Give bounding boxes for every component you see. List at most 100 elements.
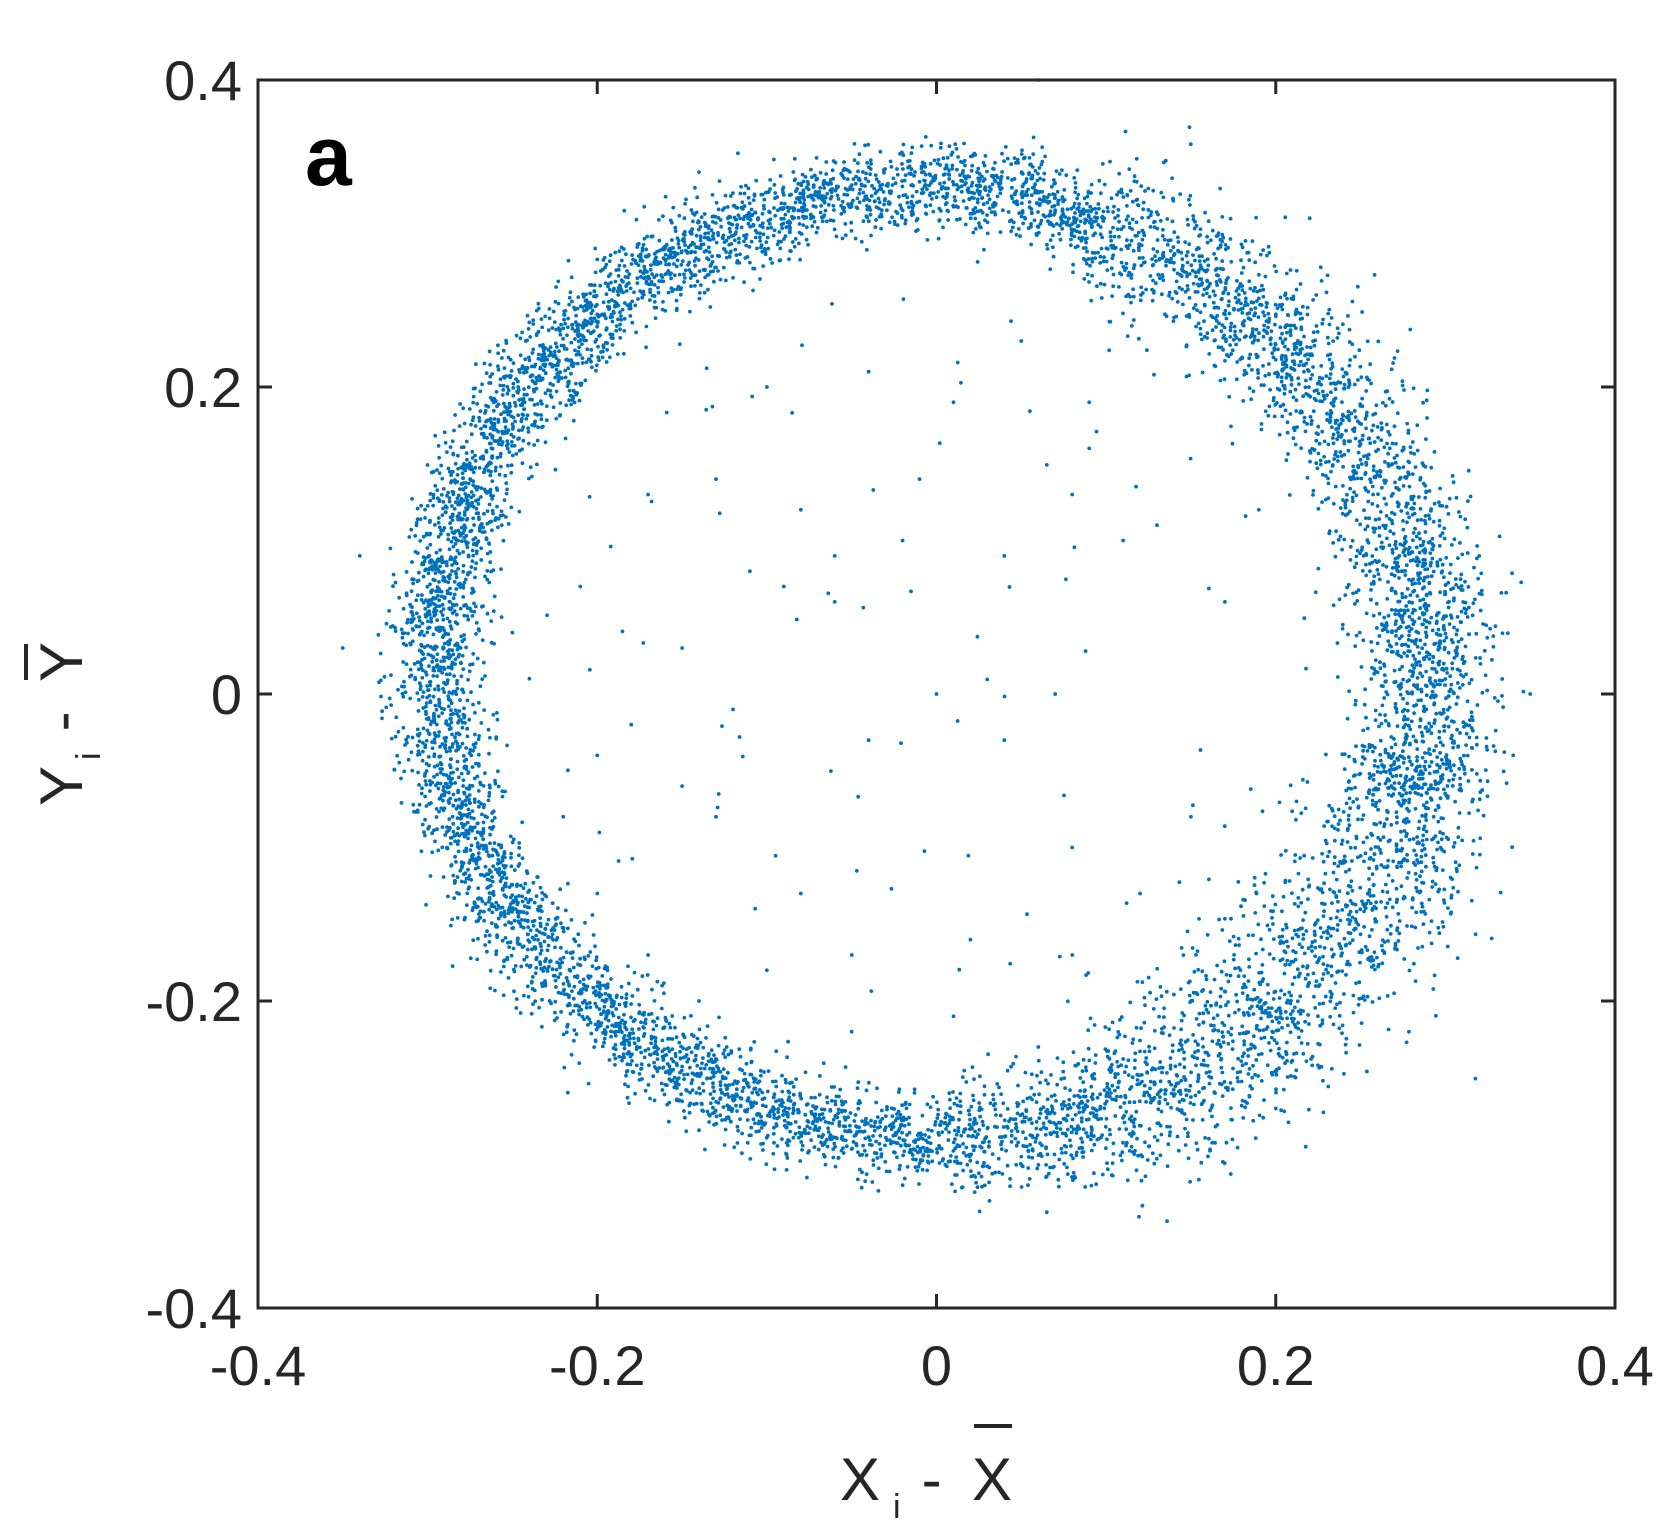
scatter-point bbox=[1155, 238, 1160, 242]
scatter-point bbox=[1375, 769, 1380, 774]
scatter-point bbox=[925, 1102, 930, 1107]
scatter-point bbox=[925, 238, 930, 242]
scatter-point bbox=[872, 1124, 877, 1129]
scatter-point bbox=[1358, 907, 1363, 912]
scatter-point bbox=[1113, 1114, 1118, 1118]
scatter-point bbox=[594, 958, 598, 963]
scatter-point bbox=[1146, 975, 1151, 980]
scatter-point bbox=[573, 337, 577, 341]
scatter-point bbox=[1254, 951, 1258, 956]
scatter-point bbox=[455, 678, 459, 683]
scatter-point bbox=[546, 328, 551, 333]
scatter-point bbox=[1331, 501, 1336, 506]
scatter-point bbox=[872, 199, 877, 204]
scatter-point bbox=[1413, 641, 1418, 646]
scatter-point bbox=[1259, 1016, 1263, 1021]
scatter-point bbox=[454, 692, 459, 697]
scatter-point bbox=[456, 775, 461, 780]
scatter-point bbox=[1261, 334, 1266, 339]
scatter-point bbox=[1170, 1043, 1175, 1047]
scatter-point bbox=[1330, 808, 1335, 813]
scatter-point bbox=[782, 201, 787, 206]
scatter-point bbox=[1343, 943, 1348, 948]
scatter-point bbox=[821, 1061, 826, 1066]
scatter-point bbox=[450, 732, 454, 737]
scatter-point bbox=[1466, 779, 1471, 783]
scatter-point bbox=[1255, 1004, 1260, 1009]
scatter-point bbox=[722, 1143, 727, 1147]
scatter-point bbox=[1384, 621, 1389, 625]
scatter-point bbox=[569, 275, 574, 280]
scatter-point bbox=[429, 616, 433, 621]
scatter-point bbox=[452, 561, 457, 565]
scatter-point bbox=[571, 388, 576, 393]
scatter-point bbox=[931, 209, 936, 214]
scatter-point bbox=[1027, 156, 1032, 160]
scatter-point bbox=[1228, 973, 1233, 978]
scatter-point bbox=[529, 1011, 534, 1016]
scatter-point bbox=[1317, 1002, 1322, 1006]
scatter-point bbox=[1042, 171, 1047, 176]
scatter-point bbox=[449, 539, 454, 544]
scatter-point bbox=[470, 456, 475, 460]
scatter-point bbox=[617, 249, 622, 254]
scatter-point bbox=[1184, 1093, 1189, 1098]
scatter-point bbox=[1360, 545, 1365, 550]
scatter-point bbox=[955, 217, 959, 222]
scatter-point bbox=[466, 771, 470, 775]
scatter-point bbox=[1218, 186, 1222, 191]
scatter-point bbox=[553, 299, 558, 304]
scatter-point bbox=[1233, 333, 1237, 338]
scatter-point bbox=[471, 905, 476, 910]
scatter-point bbox=[1410, 472, 1415, 476]
scatter-point bbox=[796, 215, 801, 220]
scatter-point bbox=[431, 496, 436, 500]
scatter-point bbox=[955, 1103, 960, 1108]
scatter-point bbox=[570, 956, 575, 960]
scatter-point bbox=[970, 154, 975, 159]
scatter-point bbox=[487, 907, 492, 912]
scatter-point bbox=[431, 674, 436, 678]
scatter-point bbox=[716, 269, 720, 273]
scatter-point bbox=[453, 657, 458, 662]
scatter-point bbox=[506, 522, 511, 526]
scatter-point bbox=[1379, 421, 1384, 425]
scatter-point bbox=[903, 173, 908, 178]
scatter-point bbox=[1353, 436, 1358, 441]
scatter-point bbox=[1427, 771, 1432, 776]
scatter-point bbox=[1377, 534, 1382, 538]
scatter-point bbox=[936, 190, 941, 194]
scatter-point bbox=[1374, 900, 1378, 905]
scatter-point bbox=[1394, 810, 1399, 815]
scatter-point bbox=[1429, 509, 1433, 513]
scatter-point bbox=[428, 542, 433, 547]
scatter-point bbox=[692, 1102, 696, 1107]
scatter-point bbox=[1270, 351, 1275, 356]
scatter-point bbox=[473, 453, 477, 458]
scatter-point bbox=[1131, 248, 1136, 253]
scatter-point bbox=[448, 923, 453, 928]
scatter-point bbox=[977, 1128, 982, 1132]
scatter-point bbox=[1025, 193, 1030, 198]
scatter-point bbox=[867, 1080, 871, 1085]
scatter-point bbox=[1170, 219, 1175, 224]
scatter-point bbox=[1458, 514, 1463, 519]
scatter-point bbox=[453, 555, 458, 560]
scatter-point bbox=[1014, 1162, 1019, 1167]
scatter-point bbox=[982, 1183, 987, 1188]
scatter-point bbox=[1040, 159, 1045, 164]
scatter-point bbox=[1392, 762, 1396, 767]
scatter-point bbox=[440, 845, 445, 850]
scatter-point bbox=[1014, 232, 1019, 237]
scatter-point bbox=[1335, 1002, 1339, 1007]
scatter-point bbox=[1287, 493, 1292, 497]
scatter-point bbox=[1429, 615, 1434, 620]
scatter-point bbox=[634, 330, 638, 335]
scatter-point bbox=[595, 324, 599, 329]
scatter-point bbox=[1363, 687, 1367, 692]
scatter-point bbox=[1250, 1075, 1255, 1080]
scatter-point bbox=[710, 193, 715, 197]
scatter-point bbox=[1210, 328, 1215, 333]
scatter-point bbox=[1374, 822, 1379, 827]
scatter-point bbox=[1348, 486, 1352, 491]
